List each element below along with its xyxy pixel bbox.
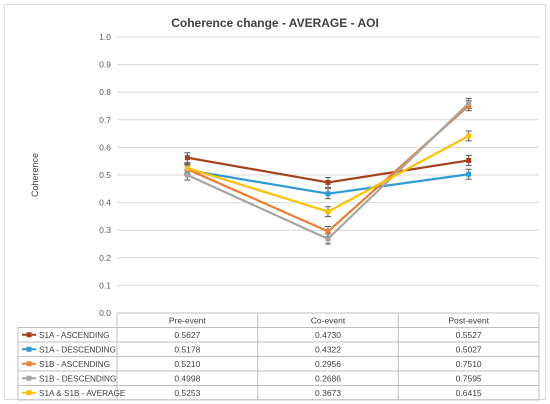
data-point bbox=[466, 157, 472, 163]
series-markers bbox=[184, 100, 472, 242]
legend-key-marker bbox=[26, 375, 32, 381]
data-point bbox=[325, 228, 331, 234]
data-label: 0.2686 bbox=[315, 374, 341, 384]
y-tick-label: 0.7 bbox=[99, 115, 111, 125]
data-label: 0.6415 bbox=[456, 388, 482, 398]
data-label: 0.5627 bbox=[174, 330, 200, 340]
data-label: 0.4998 bbox=[174, 374, 200, 384]
series-name: S1A - ASCENDING bbox=[39, 331, 110, 340]
data-point bbox=[466, 133, 472, 139]
y-tick-label: 0.2 bbox=[99, 253, 111, 263]
data-table: Pre-event Co-event Post-event S1A - ASCENDI… bbox=[17, 312, 540, 401]
gridlines bbox=[117, 36, 539, 314]
data-point bbox=[466, 100, 472, 106]
data-label: 0.7510 bbox=[456, 359, 482, 369]
y-tick-label: 0.8 bbox=[99, 87, 111, 97]
data-label: 0.5178 bbox=[174, 345, 200, 355]
data-point bbox=[184, 165, 190, 171]
series-name: S1A - DESCENDING bbox=[39, 346, 116, 355]
data-point bbox=[325, 209, 331, 215]
category-label: Pre-event bbox=[169, 316, 206, 326]
y-tick-label: 0.0 bbox=[99, 308, 111, 318]
y-axis-label: Coherence bbox=[30, 153, 40, 197]
y-tick-label: 1.0 bbox=[99, 32, 111, 42]
data-point bbox=[325, 191, 331, 197]
y-tick-label: 0.4 bbox=[99, 198, 111, 208]
chart-frame bbox=[4, 4, 546, 400]
legend-key-marker bbox=[26, 346, 32, 352]
data-label: 0.5253 bbox=[174, 388, 200, 398]
series-lines bbox=[186, 102, 470, 240]
data-label: 0.3673 bbox=[315, 388, 341, 398]
data-label: 0.7595 bbox=[456, 374, 482, 384]
category-label: Co-event bbox=[311, 316, 346, 326]
data-label: 0.5527 bbox=[456, 330, 482, 340]
y-tick-labels: 0.0 0.1 0.2 0.3 0.4 0.5 0.6 0.7 0.8 0.9 1.0 bbox=[99, 32, 111, 318]
category-label: Post-event bbox=[448, 316, 489, 326]
data-label: 0.4730 bbox=[315, 330, 341, 340]
data-label: 0.2956 bbox=[315, 359, 341, 369]
y-tick-label: 0.6 bbox=[99, 142, 111, 152]
data-point bbox=[184, 172, 190, 178]
chart-title: Coherence change - AVERAGE - AOI bbox=[171, 16, 379, 30]
series-name: S1A & S1B - AVERAGE bbox=[39, 389, 126, 398]
legend-key-marker bbox=[26, 332, 32, 338]
data-point bbox=[325, 179, 331, 185]
series-line bbox=[186, 102, 470, 240]
data-point bbox=[466, 171, 472, 177]
data-point bbox=[325, 236, 331, 242]
data-label: 0.4322 bbox=[315, 345, 341, 355]
series-name: S1B - DESCENDING bbox=[39, 375, 116, 384]
data-label: 0.5210 bbox=[174, 359, 200, 369]
y-tick-label: 0.9 bbox=[99, 60, 111, 70]
data-label: 0.5027 bbox=[456, 345, 482, 355]
y-tick-label: 0.1 bbox=[99, 280, 111, 290]
series-name: S1B - ASCENDING bbox=[39, 360, 110, 369]
y-tick-label: 0.3 bbox=[99, 225, 111, 235]
legend-key-marker bbox=[26, 361, 32, 367]
legend-key-marker bbox=[26, 390, 32, 396]
y-tick-label: 0.5 bbox=[99, 170, 111, 180]
data-point bbox=[184, 155, 190, 161]
